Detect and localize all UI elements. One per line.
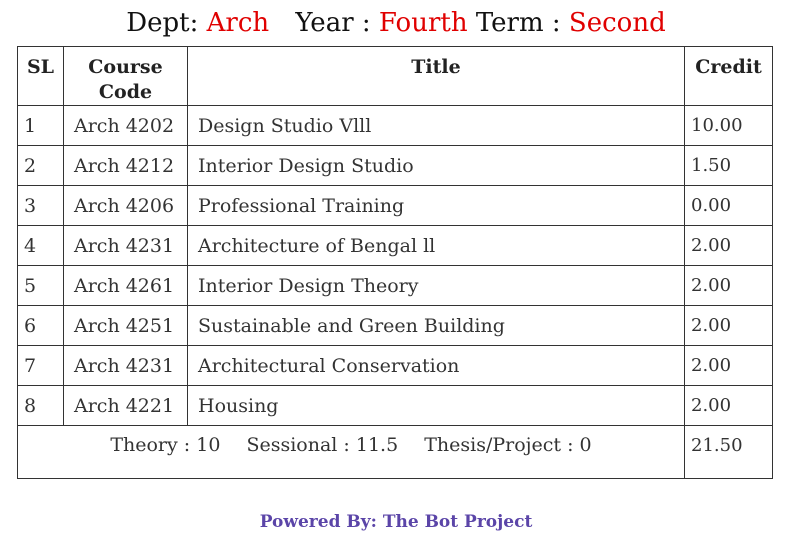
course-table: SL Course Code Title Credit 1 Arch 4202 … xyxy=(17,46,773,479)
table-row: 1 Arch 4202 Design Studio Vlll 10.00 xyxy=(17,105,773,146)
cell-sl: 1 xyxy=(17,105,64,146)
table-row: 7 Arch 4231 Architectural Conservation 2… xyxy=(17,345,773,386)
col-header-sl: SL xyxy=(17,46,64,106)
cell-title: Sustainable and Green Building xyxy=(187,305,685,346)
cell-course-code: Arch 4231 xyxy=(63,225,188,266)
cell-course-code: Arch 4261 xyxy=(63,265,188,306)
cell-credit: 2.00 xyxy=(684,225,773,266)
dept-value: Arch xyxy=(206,8,270,38)
cell-credit: 2.00 xyxy=(684,305,773,346)
cell-title: Architectural Conservation xyxy=(187,345,685,386)
col-header-title: Title xyxy=(187,46,685,106)
cell-title: Professional Training xyxy=(187,185,685,226)
cell-sl: 2 xyxy=(17,145,64,186)
col-header-credit: Credit xyxy=(684,46,773,106)
col-header-course-code: Course Code xyxy=(63,46,188,106)
summary-row: Theory : 10 Sessional : 11.5 Thesis/Proj… xyxy=(17,425,773,479)
page-header: Dept: Arch Year : Fourth Term : Second xyxy=(0,8,792,38)
cell-sl: 5 xyxy=(17,265,64,306)
cell-course-code: Arch 4221 xyxy=(63,385,188,426)
cell-sl: 3 xyxy=(17,185,64,226)
cell-credit: 1.50 xyxy=(684,145,773,186)
year-value: Fourth xyxy=(378,8,468,38)
cell-course-code: Arch 4202 xyxy=(63,105,188,146)
cell-credit: 2.00 xyxy=(684,385,773,426)
table-row: 4 Arch 4231 Architecture of Bengal ll 2.… xyxy=(17,225,773,266)
table-row: 8 Arch 4221 Housing 2.00 xyxy=(17,385,773,426)
term-value: Second xyxy=(568,8,666,38)
credit-summary: Theory : 10 Sessional : 11.5 Thesis/Proj… xyxy=(17,425,685,479)
table-row: 2 Arch 4212 Interior Design Studio 1.50 xyxy=(17,145,773,186)
cell-title: Architecture of Bengal ll xyxy=(187,225,685,266)
term-label: Term : xyxy=(475,8,561,38)
col-header-code-line1: Course xyxy=(88,56,163,78)
cell-title: Interior Design Studio xyxy=(187,145,685,186)
table-row: 5 Arch 4261 Interior Design Theory 2.00 xyxy=(17,265,773,306)
cell-title: Interior Design Theory xyxy=(187,265,685,306)
table-row: 6 Arch 4251 Sustainable and Green Buildi… xyxy=(17,305,773,346)
cell-credit: 2.00 xyxy=(684,345,773,386)
year-label: Year : xyxy=(295,8,371,38)
col-header-code-line2: Code xyxy=(98,81,153,103)
cell-course-code: Arch 4251 xyxy=(63,305,188,346)
cell-title: Design Studio Vlll xyxy=(187,105,685,146)
cell-credit: 10.00 xyxy=(684,105,773,146)
table-row: 3 Arch 4206 Professional Training 0.00 xyxy=(17,185,773,226)
cell-sl: 7 xyxy=(17,345,64,386)
cell-credit: 2.00 xyxy=(684,265,773,306)
cell-course-code: Arch 4231 xyxy=(63,345,188,386)
cell-credit: 0.00 xyxy=(684,185,773,226)
cell-title: Housing xyxy=(187,385,685,426)
cell-sl: 8 xyxy=(17,385,64,426)
total-credit: 21.50 xyxy=(684,425,773,479)
powered-by-footer: Powered By: The Bot Project xyxy=(259,512,533,532)
cell-course-code: Arch 4212 xyxy=(63,145,188,186)
sessional-summary: Sessional : 11.5 xyxy=(246,434,399,456)
dept-label: Dept: xyxy=(126,8,199,38)
cell-sl: 6 xyxy=(17,305,64,346)
cell-course-code: Arch 4206 xyxy=(63,185,188,226)
theory-summary: Theory : 10 xyxy=(110,434,221,456)
table-header-row: SL Course Code Title Credit xyxy=(17,46,773,106)
cell-sl: 4 xyxy=(17,225,64,266)
thesis-summary: Thesis/Project : 0 xyxy=(424,434,592,456)
